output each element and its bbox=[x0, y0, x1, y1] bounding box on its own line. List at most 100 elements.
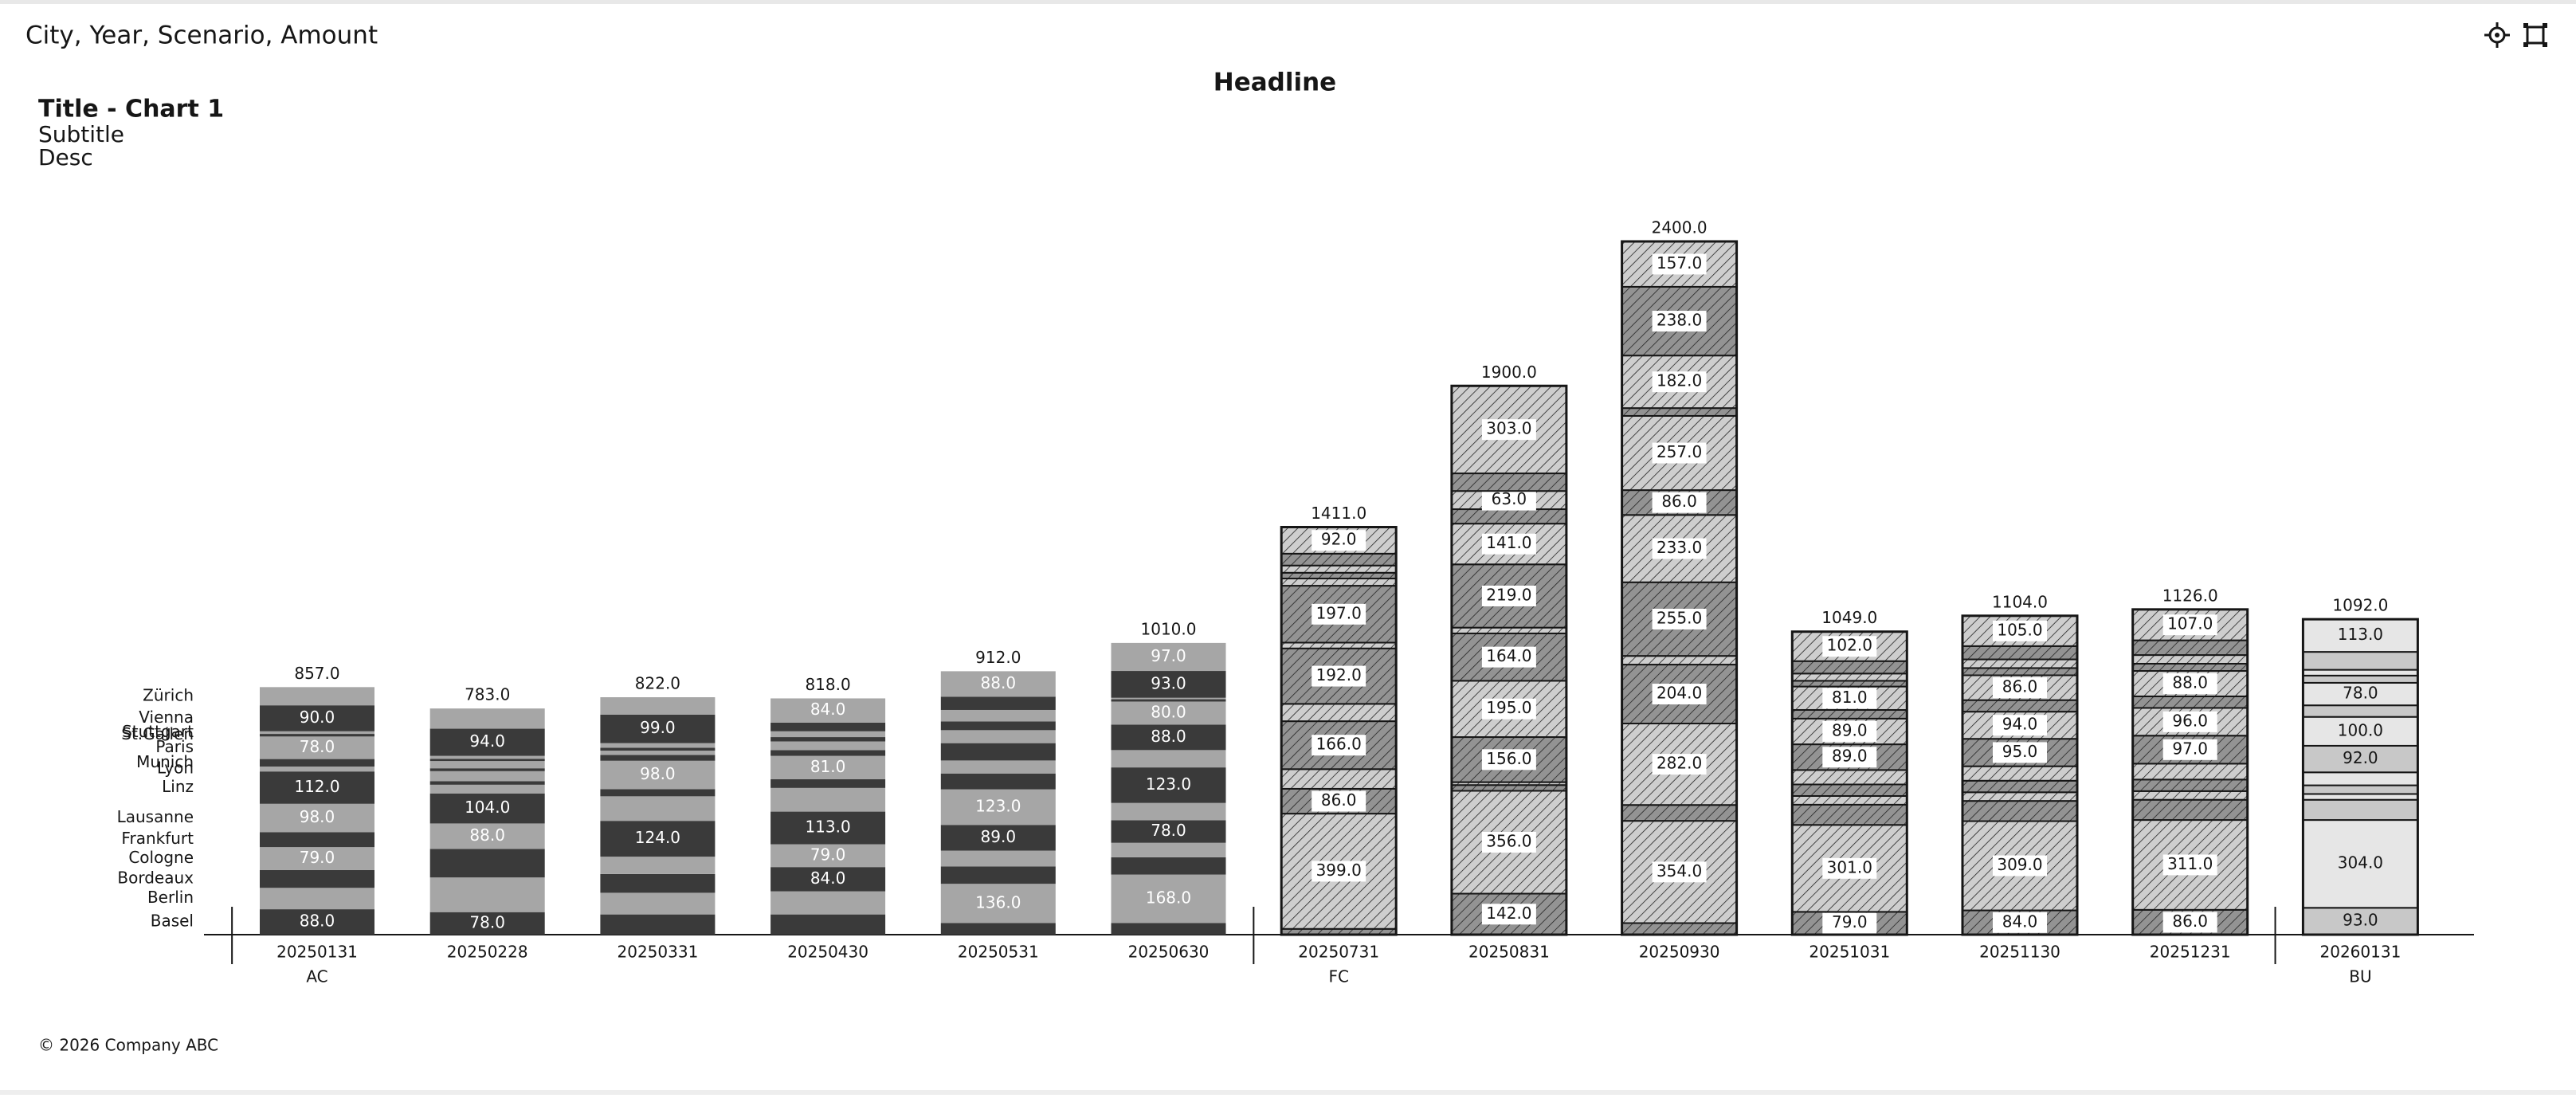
data-label: 94.0 bbox=[469, 731, 505, 751]
bar-segment bbox=[1962, 779, 2078, 794]
data-label: 90.0 bbox=[300, 708, 335, 727]
data-label: 63.0 bbox=[1492, 489, 1527, 508]
legend-label: Berlin bbox=[147, 888, 194, 907]
legend-label: Paris bbox=[155, 737, 194, 756]
scenario-label: AC bbox=[306, 967, 327, 986]
data-label: 105.0 bbox=[1997, 620, 2042, 639]
data-label: 98.0 bbox=[640, 764, 676, 783]
bar-segment bbox=[1111, 842, 1226, 857]
bar-segment bbox=[429, 912, 545, 935]
bar-segment bbox=[2131, 639, 2249, 657]
bar-segment bbox=[770, 891, 886, 915]
bar-segment bbox=[1791, 783, 1908, 797]
data-label: 282.0 bbox=[1657, 754, 1702, 773]
bar-segment bbox=[2302, 674, 2419, 684]
bar-segment bbox=[770, 867, 886, 892]
label-background bbox=[1481, 832, 1536, 853]
bar-segment bbox=[600, 892, 716, 915]
total-label: 822.0 bbox=[635, 674, 680, 693]
x-tick-label: 20250731 bbox=[1298, 943, 1379, 962]
bar-segment bbox=[260, 832, 374, 848]
bar-segment bbox=[770, 722, 886, 731]
bar-segment bbox=[940, 923, 1056, 935]
label-background bbox=[2162, 614, 2217, 636]
bar-segment bbox=[429, 877, 545, 912]
data-label: 78.0 bbox=[1151, 821, 1186, 840]
data-label: 257.0 bbox=[1657, 442, 1702, 461]
data-label: 123.0 bbox=[975, 796, 1021, 815]
data-label: 88.0 bbox=[300, 912, 335, 931]
settings-icon[interactable] bbox=[2484, 22, 2510, 48]
data-label: 84.0 bbox=[810, 869, 846, 888]
x-tick-label: 20250531 bbox=[958, 943, 1039, 962]
label-background bbox=[1993, 677, 2047, 699]
data-label: 204.0 bbox=[1657, 684, 1702, 703]
label-background bbox=[2162, 854, 2217, 876]
total-label: 818.0 bbox=[805, 675, 850, 694]
bar-segment bbox=[1111, 802, 1226, 821]
bar-segment bbox=[429, 793, 545, 824]
bar-segment bbox=[1621, 655, 1738, 666]
data-label: 98.0 bbox=[300, 807, 335, 826]
bar-segment bbox=[770, 750, 886, 756]
total-label: 1900.0 bbox=[1481, 363, 1537, 382]
total-label: 1092.0 bbox=[2332, 596, 2388, 615]
bar-segment bbox=[1962, 645, 2078, 661]
bar-segment bbox=[429, 728, 545, 756]
total-label: 912.0 bbox=[975, 648, 1021, 667]
bar-segment bbox=[940, 709, 1056, 722]
x-tick-label: 20250331 bbox=[618, 943, 699, 962]
label-background bbox=[1481, 585, 1536, 606]
bar-segment bbox=[429, 708, 545, 729]
total-label: 2400.0 bbox=[1652, 218, 1708, 237]
label-background bbox=[1312, 861, 1366, 882]
bar-segment bbox=[600, 755, 716, 761]
data-label: 219.0 bbox=[1486, 585, 1531, 604]
bar-segment bbox=[1111, 750, 1226, 768]
bar-segment bbox=[940, 789, 1056, 825]
bar-segment bbox=[1280, 768, 1398, 790]
bar-segment bbox=[940, 721, 1056, 731]
data-label: 354.0 bbox=[1657, 861, 1702, 880]
bar-segment bbox=[1111, 857, 1226, 875]
x-tick-label: 20250131 bbox=[276, 943, 358, 962]
total-label: 1049.0 bbox=[1821, 608, 1877, 627]
data-label: 88.0 bbox=[2172, 673, 2208, 692]
bar-segment bbox=[770, 731, 886, 738]
bar-segment bbox=[1280, 641, 1398, 649]
label-background bbox=[1993, 715, 2047, 736]
bar-segment bbox=[260, 731, 374, 735]
label-background bbox=[1481, 489, 1536, 511]
scenario-label: FC bbox=[1328, 967, 1348, 986]
bar-segment bbox=[1450, 508, 1567, 525]
label-background bbox=[1312, 530, 1366, 551]
bar-segment bbox=[940, 730, 1056, 743]
bar-segment bbox=[260, 909, 374, 935]
bar-segment bbox=[940, 884, 1056, 923]
label-background bbox=[1652, 538, 1707, 559]
label-background bbox=[1652, 684, 1707, 705]
data-label: 86.0 bbox=[2172, 912, 2208, 931]
bar-segment bbox=[260, 734, 374, 737]
total-label: 857.0 bbox=[294, 664, 339, 683]
fullscreen-icon[interactable] bbox=[2523, 23, 2547, 47]
data-label: 197.0 bbox=[1316, 603, 1362, 622]
data-label: 93.0 bbox=[1151, 673, 1186, 692]
legend-label: Munich bbox=[136, 752, 194, 771]
bar-segment bbox=[260, 736, 374, 759]
bar-segment bbox=[2302, 771, 2419, 786]
label-background bbox=[1652, 754, 1707, 775]
bar-segment bbox=[2131, 798, 2249, 822]
bar-segment bbox=[1962, 667, 2078, 676]
data-label: 88.0 bbox=[981, 673, 1017, 692]
data-label: 94.0 bbox=[2002, 715, 2038, 734]
bar-outline bbox=[1621, 240, 1739, 936]
data-label: 233.0 bbox=[1657, 538, 1702, 557]
x-tick-label: 20250831 bbox=[1468, 943, 1550, 962]
bar-segment bbox=[429, 771, 545, 782]
bar-segment bbox=[1962, 658, 2078, 669]
header-title: City, Year, Scenario, Amount bbox=[25, 22, 378, 50]
bar-segment bbox=[600, 914, 716, 935]
